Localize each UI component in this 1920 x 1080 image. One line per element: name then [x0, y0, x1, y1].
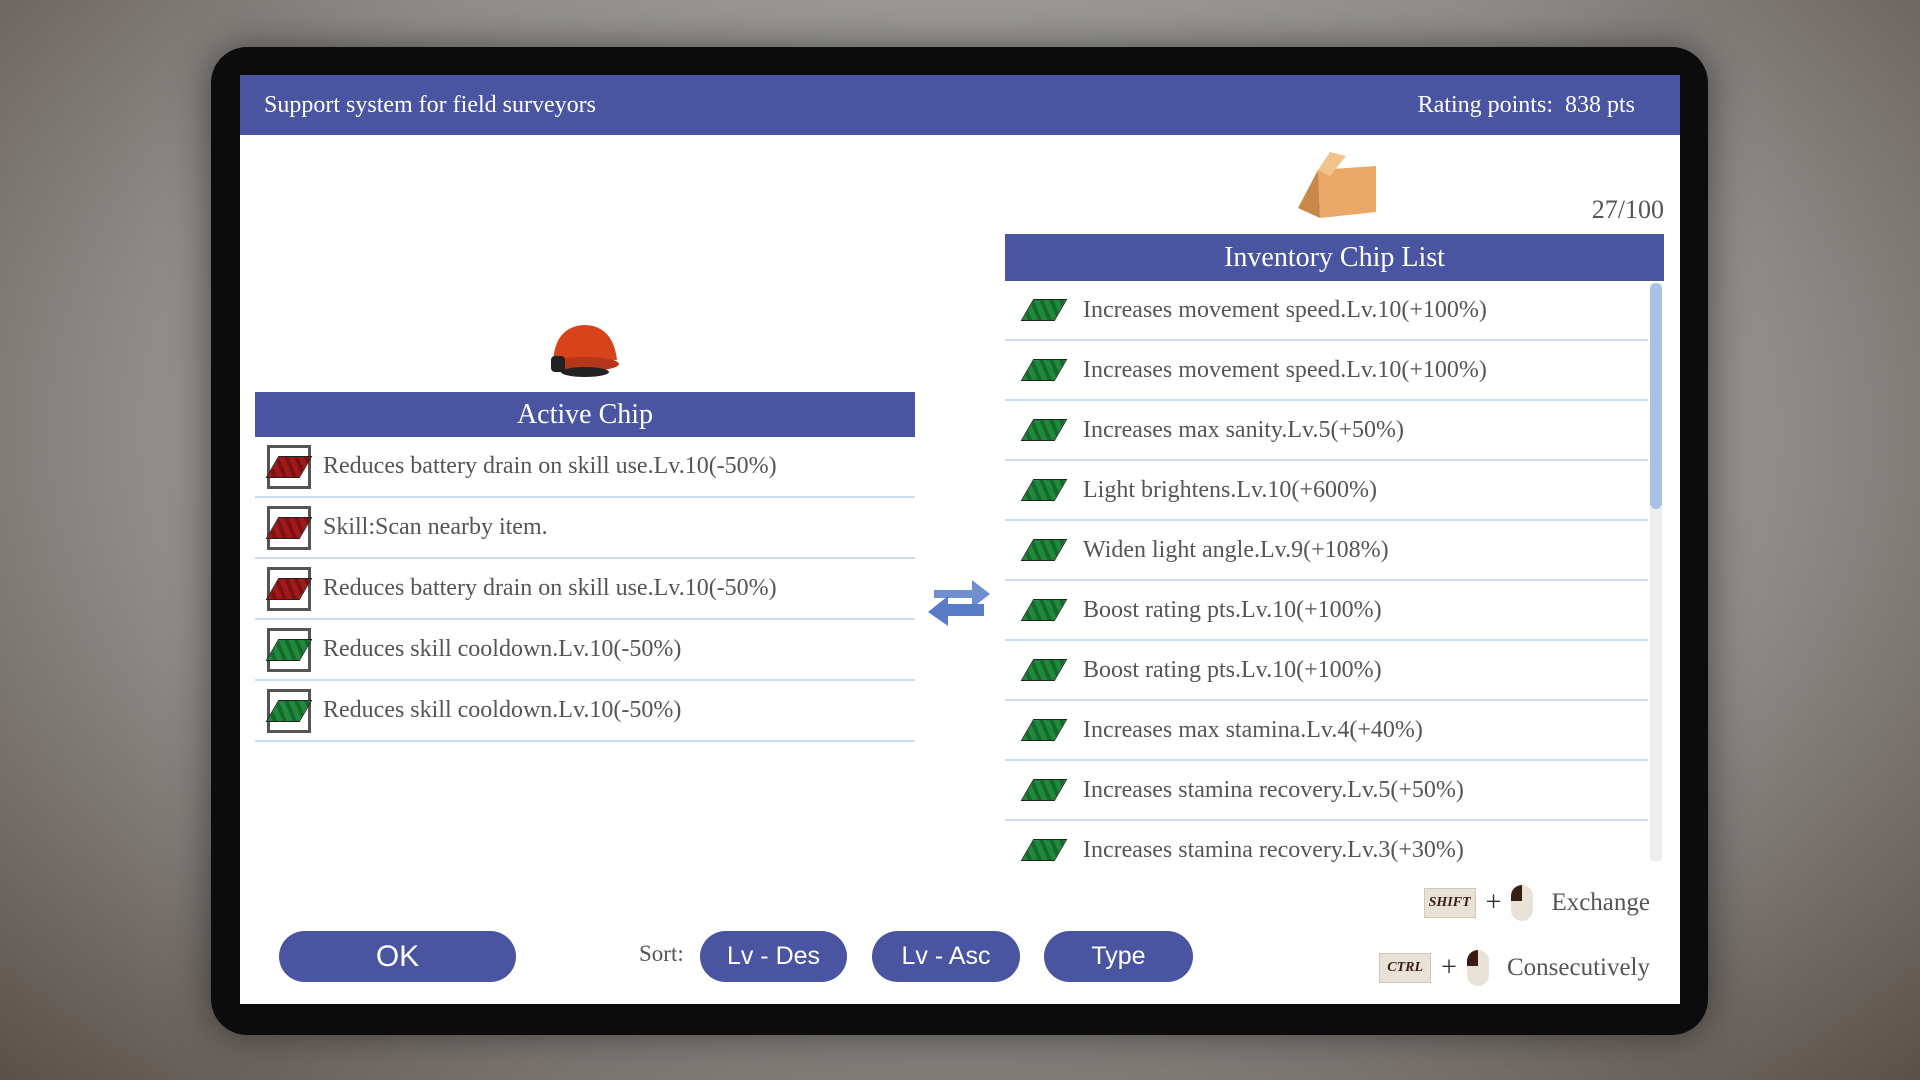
- active-chip-row[interactable]: Reduces battery drain on skill use.Lv.10…: [255, 559, 915, 620]
- chip-icon: [265, 566, 313, 611]
- inventory-chip-row[interactable]: Increases movement speed.Lv.10(+100%): [1005, 341, 1648, 401]
- sort-lv-asc-button[interactable]: Lv - Asc: [872, 931, 1020, 982]
- chip-icon: [1020, 299, 1068, 321]
- inventory-chip-row[interactable]: Boost rating pts.Lv.10(+100%): [1005, 581, 1648, 641]
- chip-label: Widen light angle.Lv.9(+108%): [1083, 536, 1389, 563]
- scrollbar-track[interactable]: [1650, 283, 1662, 861]
- screen: Support system for field surveyors Ratin…: [240, 75, 1680, 1004]
- header-bar: Support system for field surveyors Ratin…: [240, 75, 1680, 135]
- sort-lv-des-button[interactable]: Lv - Des: [700, 931, 847, 982]
- hint-consecutive: CTRL + Consecutively: [1379, 950, 1650, 986]
- chip-icon: [265, 444, 313, 489]
- chip-icon: [1020, 779, 1068, 801]
- chip-label: Reduces battery drain on skill use.Lv.10…: [323, 453, 777, 479]
- inventory-chip-row[interactable]: Increases stamina recovery.Lv.3(+30%): [1005, 821, 1648, 863]
- rating-points: Rating points: 838 pts: [1417, 91, 1635, 118]
- active-chip-header: Active Chip: [255, 392, 915, 437]
- chip-label: Increases movement speed.Lv.10(+100%): [1083, 296, 1487, 323]
- chip-icon: [265, 505, 313, 550]
- chip-label: Reduces skill cooldown.Lv.10(-50%): [323, 636, 682, 662]
- active-chip-row[interactable]: Skill:Scan nearby item.: [255, 498, 915, 559]
- inventory-chip-row[interactable]: Increases max stamina.Lv.4(+40%): [1005, 701, 1648, 761]
- chip-icon: [1020, 719, 1068, 741]
- inventory-chip-row[interactable]: Increases stamina recovery.Lv.5(+50%): [1005, 761, 1648, 821]
- inventory-count: 27/100: [1591, 195, 1664, 224]
- chip-label: Increases movement speed.Lv.10(+100%): [1083, 356, 1487, 383]
- storage-box-icon: [1290, 150, 1382, 222]
- scrollbar-thumb[interactable]: [1650, 283, 1662, 509]
- inventory-list[interactable]: Increases movement speed.Lv.10(+100%) In…: [1005, 281, 1664, 863]
- inventory-chip-row[interactable]: Widen light angle.Lv.9(+108%): [1005, 521, 1648, 581]
- chip-icon: [1020, 359, 1068, 381]
- hint-consecutive-label: Consecutively: [1506, 954, 1650, 981]
- hint-exchange-label: Exchange: [1551, 889, 1650, 916]
- chip-icon: [1020, 419, 1068, 441]
- chip-icon: [1020, 479, 1068, 501]
- chip-label: Increases stamina recovery.Lv.3(+30%): [1083, 836, 1464, 863]
- chip-icon: [1020, 839, 1068, 861]
- shift-key-icon: SHIFT: [1423, 888, 1476, 918]
- active-chip-row[interactable]: Reduces skill cooldown.Lv.10(-50%): [255, 620, 915, 681]
- app-title: Support system for field surveyors: [264, 91, 596, 118]
- chip-icon: [265, 688, 313, 733]
- active-chip-row[interactable]: Reduces skill cooldown.Lv.10(-50%): [255, 681, 915, 742]
- chip-icon: [1020, 659, 1068, 681]
- inventory-header: Inventory Chip List: [1005, 234, 1664, 281]
- helmet-icon: [545, 320, 623, 380]
- chip-icon: [265, 627, 313, 672]
- sort-type-button[interactable]: Type: [1044, 931, 1193, 982]
- chip-label: Light brightens.Lv.10(+600%): [1083, 476, 1377, 503]
- chip-label: Skill:Scan nearby item.: [323, 514, 548, 540]
- active-chip-row[interactable]: Reduces battery drain on skill use.Lv.10…: [255, 437, 915, 498]
- chip-label: Boost rating pts.Lv.10(+100%): [1083, 596, 1382, 623]
- inventory-chip-row[interactable]: Increases movement speed.Lv.10(+100%): [1005, 281, 1648, 341]
- hint-exchange: SHIFT + Exchange: [1423, 885, 1650, 921]
- inventory-chip-row[interactable]: Increases max sanity.Lv.5(+50%): [1005, 401, 1648, 461]
- inventory-chip-row[interactable]: Light brightens.Lv.10(+600%): [1005, 461, 1648, 521]
- chip-label: Reduces battery drain on skill use.Lv.10…: [323, 575, 777, 601]
- chip-label: Boost rating pts.Lv.10(+100%): [1083, 656, 1382, 683]
- ctrl-key-icon: CTRL: [1379, 953, 1432, 983]
- chip-icon: [1020, 599, 1068, 621]
- inventory-chip-row[interactable]: Boost rating pts.Lv.10(+100%): [1005, 641, 1648, 701]
- sort-label: Sort:: [639, 941, 684, 966]
- exchange-arrows-icon[interactable]: [924, 570, 994, 630]
- chip-label: Reduces skill cooldown.Lv.10(-50%): [323, 697, 682, 723]
- chip-label: Increases max stamina.Lv.4(+40%): [1083, 716, 1423, 743]
- chip-label: Increases stamina recovery.Lv.5(+50%): [1083, 776, 1464, 803]
- mouse-left-click-icon: [1466, 950, 1489, 986]
- ok-button[interactable]: OK: [279, 931, 516, 982]
- chip-icon: [1020, 539, 1068, 561]
- chip-label: Increases max sanity.Lv.5(+50%): [1083, 416, 1404, 443]
- mouse-left-click-icon: [1511, 885, 1534, 921]
